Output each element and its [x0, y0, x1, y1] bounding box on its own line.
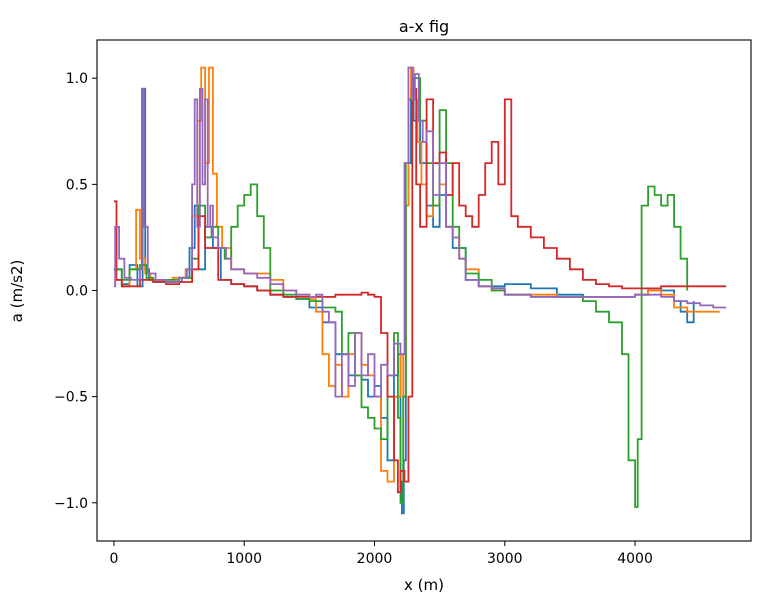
y-tick-label: 1.0	[66, 71, 88, 87]
x-tick-label: 0	[109, 551, 118, 567]
x-axis-label: x (m)	[404, 576, 444, 594]
chart-title: a-x fig	[399, 17, 449, 36]
x-tick-label: 2000	[357, 551, 393, 567]
x-tick-label: 1000	[226, 551, 262, 567]
y-axis-label: a (m/s2)	[8, 260, 26, 323]
x-axis-ticks: 0 1000 2000 3000 4000	[109, 541, 653, 567]
y-tick-label: −1.0	[54, 496, 88, 512]
series-line-4	[113, 87, 727, 494]
y-tick-label: 0.0	[66, 284, 88, 300]
series-line-3	[113, 77, 689, 508]
series-line-5	[113, 66, 727, 398]
y-tick-label: −0.5	[54, 390, 88, 406]
x-tick-label: 4000	[617, 551, 653, 567]
x-tick-label: 3000	[487, 551, 523, 567]
y-tick-label: 0.5	[66, 177, 88, 193]
y-axis-ticks: −1.0 −0.5 0.0 0.5 1.0	[54, 71, 97, 512]
series-layer	[113, 66, 727, 515]
